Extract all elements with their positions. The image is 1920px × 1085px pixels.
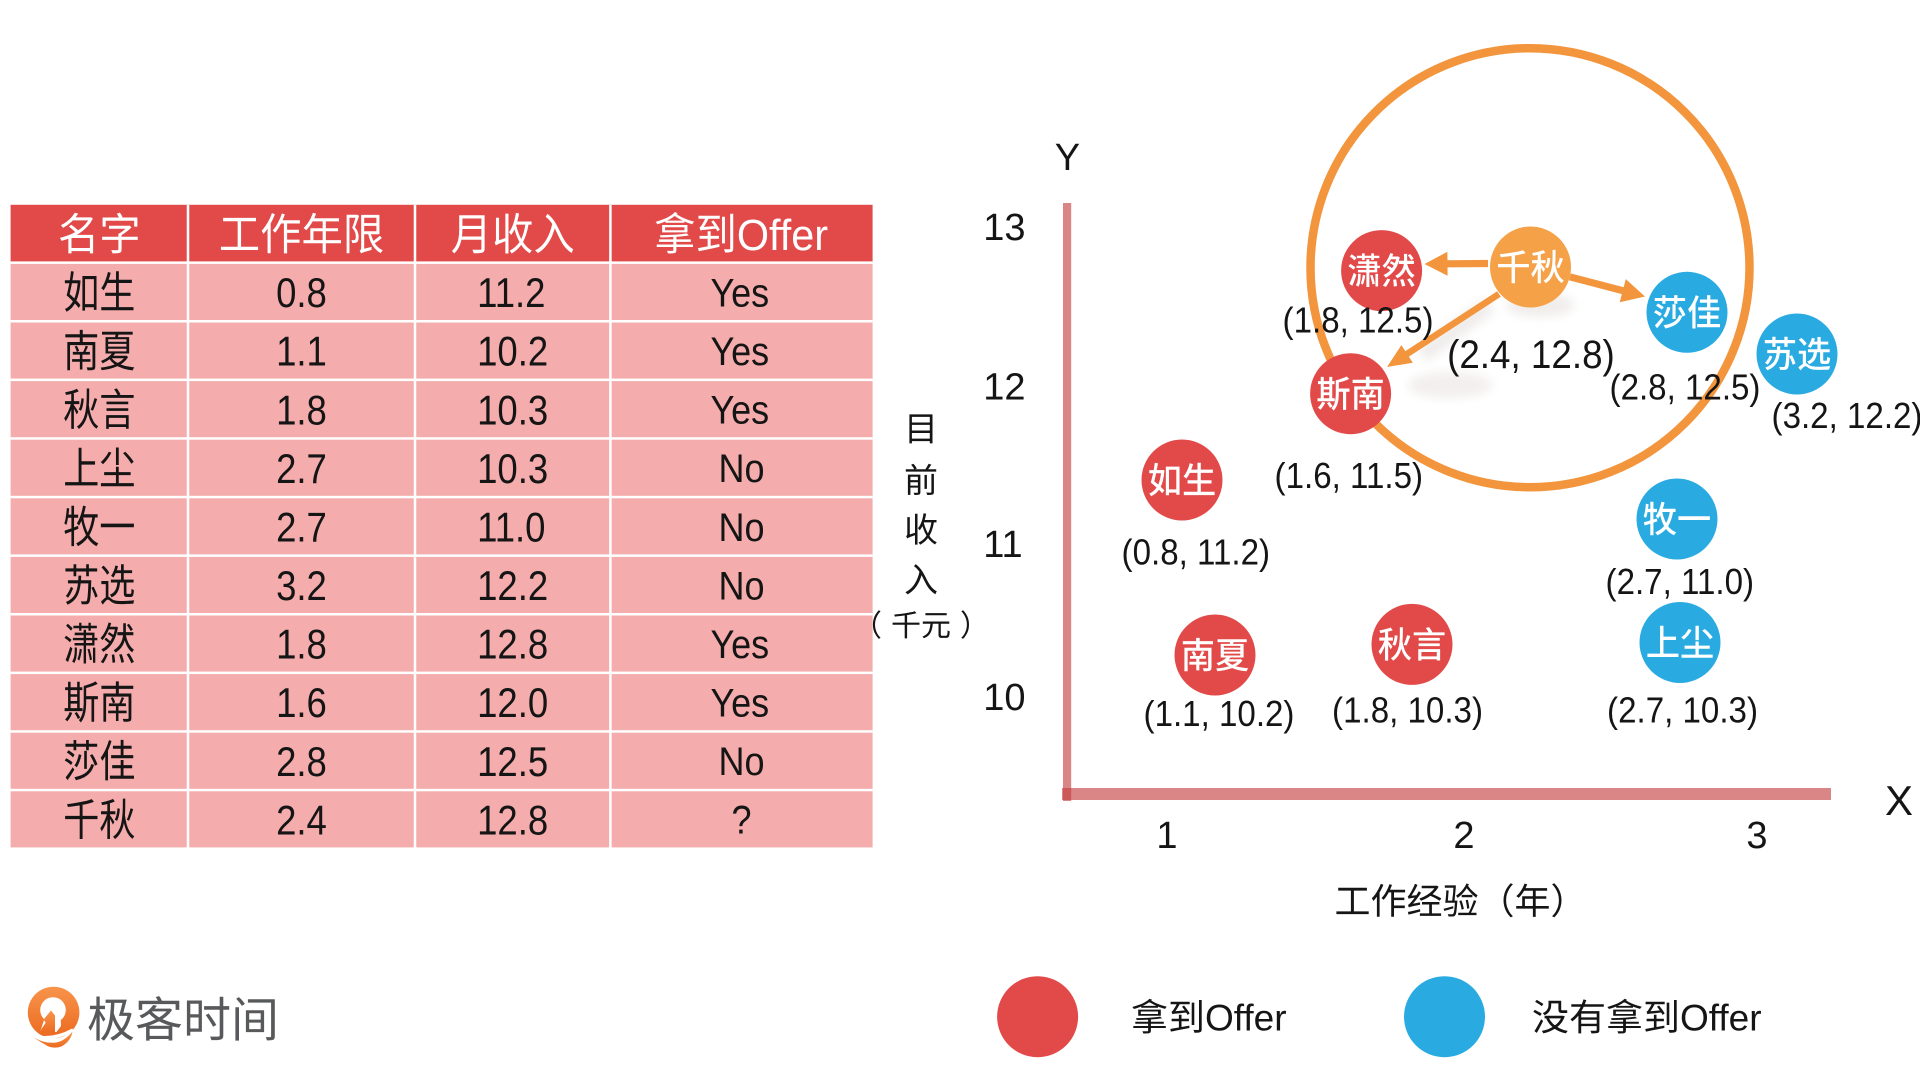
svg-text:1.6: 1.6 — [276, 680, 327, 727]
svg-text:2.7: 2.7 — [276, 446, 327, 493]
svg-text:(2.7, 11.0): (2.7, 11.0) — [1606, 563, 1754, 603]
svg-text:1.1: 1.1 — [276, 328, 327, 375]
svg-text:3.2: 3.2 — [276, 563, 327, 610]
svg-text:2.8: 2.8 — [276, 738, 327, 785]
svg-text:(2.7, 10.3): (2.7, 10.3) — [1607, 691, 1758, 731]
svg-text:Y: Y — [1055, 137, 1080, 179]
svg-text:11.2: 11.2 — [477, 270, 545, 317]
svg-text:13: 13 — [983, 207, 1025, 249]
svg-text:12.5: 12.5 — [477, 738, 548, 785]
svg-text:3: 3 — [1746, 815, 1767, 857]
svg-text:0.8: 0.8 — [276, 270, 327, 317]
svg-text:Offer: Offer — [1680, 998, 1762, 1039]
svg-text:No: No — [718, 565, 764, 609]
svg-text:2.7: 2.7 — [276, 504, 327, 551]
svg-text:(0.8, 11.2): (0.8, 11.2) — [1122, 533, 1270, 573]
svg-text:1.8: 1.8 — [276, 387, 327, 434]
svg-text:(1.8, 12.5): (1.8, 12.5) — [1283, 301, 1434, 341]
svg-text:12.8: 12.8 — [477, 797, 548, 844]
svg-text:1: 1 — [1156, 815, 1177, 857]
svg-text:Yes: Yes — [710, 272, 769, 316]
svg-text:Yes: Yes — [710, 682, 769, 726]
svg-text:(1.6, 11.5): (1.6, 11.5) — [1275, 457, 1423, 497]
svg-text:11: 11 — [983, 524, 1022, 566]
svg-text:12.2: 12.2 — [477, 563, 548, 610]
svg-text:Yes: Yes — [710, 330, 769, 374]
svg-text:Offer: Offer — [737, 211, 828, 260]
svg-text:1.8: 1.8 — [276, 621, 327, 668]
svg-text:10.3: 10.3 — [477, 446, 548, 493]
svg-text:12: 12 — [983, 366, 1025, 408]
svg-text:?: ? — [732, 799, 752, 843]
svg-text:(2.4, 12.8): (2.4, 12.8) — [1447, 332, 1615, 377]
svg-text:2.4: 2.4 — [276, 797, 327, 844]
svg-text:Yes: Yes — [710, 623, 769, 667]
svg-text:(3.2, 12.2): (3.2, 12.2) — [1772, 397, 1920, 437]
svg-text:12.0: 12.0 — [477, 680, 548, 727]
svg-text:X: X — [1885, 777, 1913, 824]
svg-text:11.0: 11.0 — [477, 504, 545, 551]
svg-text:No: No — [718, 740, 764, 784]
svg-text:10.2: 10.2 — [477, 328, 548, 375]
svg-text:(2.8, 12.5): (2.8, 12.5) — [1610, 368, 1761, 408]
svg-text:No: No — [718, 506, 764, 550]
svg-text:2: 2 — [1453, 815, 1474, 857]
svg-text:(1.1, 10.2): (1.1, 10.2) — [1144, 695, 1295, 735]
svg-text:10.3: 10.3 — [477, 387, 548, 434]
svg-text:10: 10 — [983, 677, 1025, 719]
svg-text:No: No — [718, 448, 764, 492]
svg-text:Offer: Offer — [1205, 998, 1287, 1039]
svg-text:Yes: Yes — [710, 389, 769, 433]
svg-text:12.8: 12.8 — [477, 621, 548, 668]
svg-text:(1.8, 10.3): (1.8, 10.3) — [1332, 691, 1483, 731]
